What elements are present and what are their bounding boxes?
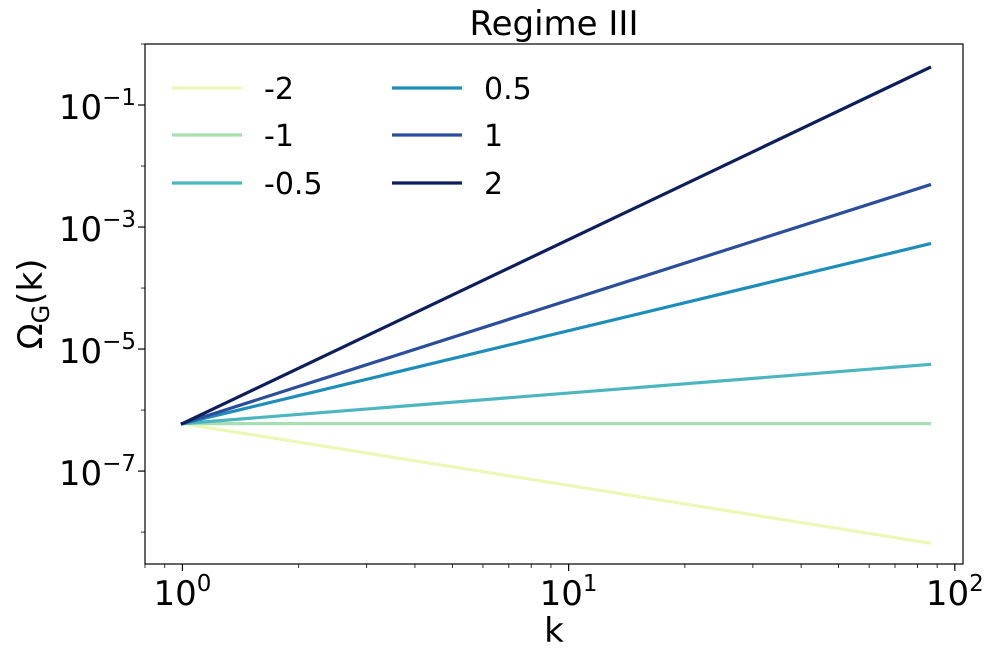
- y-tick-label: 10−5: [59, 329, 136, 372]
- y-tick-label: 10−7: [59, 451, 136, 494]
- y-minor-ticks: [141, 43, 145, 533]
- x-axis-label: k: [544, 611, 564, 651]
- series-line--2: [180, 421, 932, 545]
- legend-label: 2: [484, 167, 503, 202]
- legend-label: -0.5: [264, 167, 323, 202]
- series-line-0.5: [180, 241, 932, 426]
- x-minor-ticks: [144, 564, 938, 568]
- x-tick-label: 101: [540, 571, 598, 614]
- y-axis-label: ΩG(k): [11, 259, 55, 350]
- x-major-ticks: 100 101 102: [153, 564, 984, 614]
- y-major-ticks: 10−7 10−5 10−3 10−1: [59, 85, 145, 494]
- series-line-1: [180, 182, 932, 426]
- series-line-2: [180, 65, 932, 426]
- legend-label: 0.5: [484, 72, 532, 107]
- series-line--0.5: [180, 362, 932, 426]
- legend-label: -2: [264, 72, 294, 107]
- x-tick-label: 100: [153, 571, 211, 614]
- legend-label: 1: [484, 119, 503, 154]
- chart-title: Regime III: [470, 4, 639, 44]
- y-tick-label: 10−1: [59, 85, 136, 128]
- y-tick-label: 10−3: [59, 207, 136, 250]
- x-tick-label: 102: [926, 571, 984, 614]
- legend-label: -1: [264, 119, 294, 154]
- series-lines: [180, 65, 932, 545]
- legend: -2 -1 -0.5 0.5 1 2: [172, 72, 532, 202]
- plot-frame: [144, 43, 964, 565]
